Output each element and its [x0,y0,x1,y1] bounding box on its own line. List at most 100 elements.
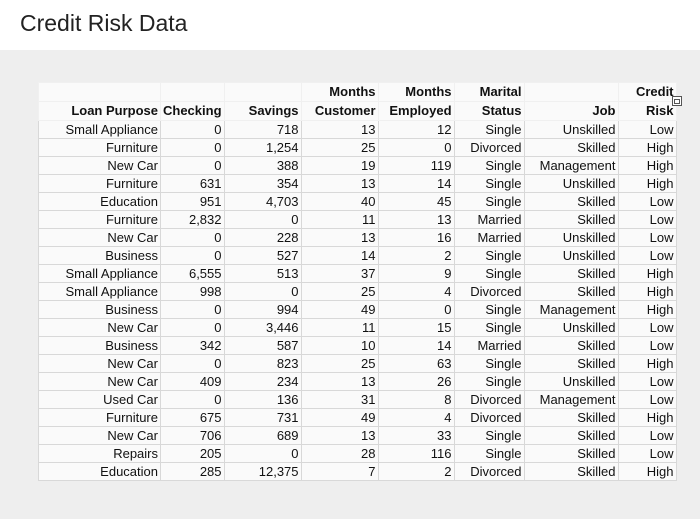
table-cell: 0 [377,138,455,157]
table-cell: 2 [377,246,455,265]
table-cell: Skilled [523,462,619,481]
table-cell: 354 [223,174,302,193]
table-cell: 0 [377,300,455,319]
table-cell: Management [523,300,619,319]
table-cell: Unskilled [523,318,619,337]
table-row: New Car 0 388 19 119 Single Management High [38,156,677,175]
table-cell: 718 [223,120,302,139]
table-cell: High [617,408,677,427]
table-cell: High [617,300,677,319]
table-cell: 0 [223,210,302,229]
table-cell: Divorced [453,408,525,427]
table-cell: 951 [160,192,225,211]
column-header: Months [300,82,379,102]
table-cell: Single [453,426,525,445]
table-cell: High [617,174,677,193]
table-cell: Low [617,192,677,211]
table-cell: 19 [300,156,379,175]
column-header: Customer [300,101,379,121]
table-cell: 0 [223,282,302,301]
table-row: Small Appliance 0 718 13 12 Single Unskilled Lo… [38,120,677,139]
paste-icon[interactable] [671,95,683,107]
column-header: Loan Purpose [38,101,161,121]
table-row: Furniture 2,832 0 11 13 Married Skilled Low [38,210,677,229]
table-cell: Married [453,336,525,355]
table-cell: 11 [300,210,379,229]
table-cell: 7 [300,462,379,481]
table-cell: 16 [377,228,455,247]
table-cell: New Car [38,156,161,175]
table-cell: 31 [300,390,379,409]
table-cell: 13 [300,120,379,139]
table-cell: Low [617,210,677,229]
table-cell: 119 [377,156,455,175]
table-cell: 409 [160,372,225,391]
table-cell: New Car [38,318,161,337]
column-header: Employed [377,101,455,121]
table-cell: 0 [160,354,225,373]
table-cell: 13 [377,210,455,229]
table-cell: 25 [300,354,379,373]
table-cell: Unskilled [523,228,619,247]
table-cell: Furniture [38,174,161,193]
table-cell: 14 [377,174,455,193]
table-cell: Single [453,120,525,139]
table-row: Small Appliance 998 0 25 4 Divorced Skilled Hig… [38,282,677,301]
column-header: Checking [160,101,225,121]
column-header [223,82,302,102]
table-cell: 12 [377,120,455,139]
table-cell: 26 [377,372,455,391]
table-cell: 228 [223,228,302,247]
column-header [160,82,225,102]
table-cell: Small Appliance [38,264,161,283]
table-cell: 63 [377,354,455,373]
table-cell: High [617,156,677,175]
table-cell: 13 [300,228,379,247]
table-cell: Divorced [453,138,525,157]
table-cell: Low [617,372,677,391]
table-cell: 388 [223,156,302,175]
table-cell: Single [453,264,525,283]
table-cell: Single [453,156,525,175]
table-cell: 45 [377,192,455,211]
table-cell: 234 [223,372,302,391]
table-cell: 513 [223,264,302,283]
table-cell: Single [453,444,525,463]
table-cell: Low [617,444,677,463]
table-cell: Low [617,246,677,265]
table-cell: 14 [377,336,455,355]
table-row: Repairs 205 0 28 116 Single Skilled Low [38,444,677,463]
table-cell: 689 [223,426,302,445]
column-header: Savings [223,101,302,121]
table-row: New Car 0 823 25 63 Single Skilled High [38,354,677,373]
table-cell: 13 [300,426,379,445]
table-cell: Small Appliance [38,282,161,301]
table-row: New Car 0 3,446 11 15 Single Unskilled Low [38,318,677,337]
page-title: Credit Risk Data [20,10,188,36]
table-cell: 823 [223,354,302,373]
table-cell: 1,254 [223,138,302,157]
table-cell: Skilled [523,336,619,355]
table-row: Small Appliance 6,555 513 37 9 Single Skilled H… [38,264,677,283]
table-cell: 14 [300,246,379,265]
table-cell: 4 [377,282,455,301]
table-cell: 8 [377,390,455,409]
table-cell: Skilled [523,264,619,283]
table-cell: Single [453,318,525,337]
table-cell: 116 [377,444,455,463]
table-cell: Skilled [523,426,619,445]
table-cell: Education [38,462,161,481]
table-cell: 28 [300,444,379,463]
table-cell: 9 [377,264,455,283]
table-cell: Single [453,372,525,391]
table-cell: Skilled [523,192,619,211]
table-cell: Business [38,246,161,265]
table-cell: Single [453,174,525,193]
table-row: Education 951 4,703 40 45 Single Skilled Low [38,192,677,211]
table-cell: High [617,138,677,157]
table-cell: 25 [300,138,379,157]
table-cell: 0 [160,300,225,319]
column-header: Months [377,82,455,102]
table-cell: 731 [223,408,302,427]
table-cell: 2 [377,462,455,481]
